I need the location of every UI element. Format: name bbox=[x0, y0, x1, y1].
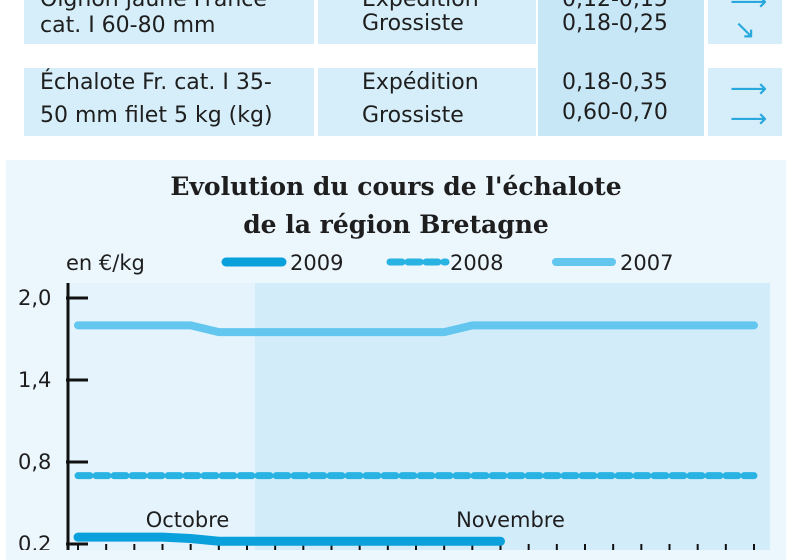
price-column-band bbox=[538, 0, 704, 136]
stage-label: Grossiste bbox=[362, 103, 464, 128]
month-label: Octobre bbox=[146, 508, 230, 532]
trend-right-icon: ⟶ bbox=[730, 104, 768, 134]
stage-label: Expédition bbox=[362, 0, 479, 12]
price-value: 0,60-0,70 bbox=[562, 100, 668, 125]
legend-label-2007: 2007 bbox=[620, 251, 673, 275]
chart-subtitle: de la région Bretagne bbox=[243, 210, 549, 239]
table-row bbox=[318, 68, 536, 136]
series-line-2009 bbox=[73, 532, 505, 546]
price-table: Oignon jaune France cat. I 60-80 mm Expé… bbox=[0, 0, 800, 150]
table-row bbox=[24, 68, 314, 136]
y-tick-label: 0,2 bbox=[18, 532, 51, 550]
table-row bbox=[708, 68, 782, 136]
price-value: 0,18-0,25 bbox=[562, 11, 668, 36]
legend-label-2008: 2008 bbox=[450, 251, 503, 275]
y-tick-label: 0,8 bbox=[18, 450, 51, 474]
series-line-2007 bbox=[74, 321, 758, 337]
month-label: Novembre bbox=[456, 508, 565, 532]
trend-right-icon: ⟶ bbox=[730, 0, 768, 17]
table-row bbox=[318, 0, 536, 44]
stage-label: Expédition bbox=[362, 70, 479, 95]
legend-label-2009: 2009 bbox=[290, 251, 343, 275]
price-value: 0,18-0,35 bbox=[562, 70, 668, 95]
product-name-line: 50 mm filet 5 kg (kg) bbox=[40, 103, 273, 128]
trend-right-icon: ⟶ bbox=[730, 74, 768, 104]
table-row bbox=[24, 0, 314, 44]
table-row bbox=[708, 0, 782, 44]
stage-label: Grossiste bbox=[362, 11, 464, 36]
product-name-line: Oignon jaune France bbox=[40, 0, 267, 12]
trend-down-right-icon: ↘ bbox=[734, 15, 756, 45]
price-value: 0,12-0,15 bbox=[562, 0, 668, 12]
product-name-line: cat. I 60-80 mm bbox=[40, 13, 216, 38]
y-tick-label: 2,0 bbox=[18, 286, 51, 310]
chart-title: Evolution du cours de l'échalote bbox=[170, 172, 622, 201]
y-tick-label: 1,4 bbox=[18, 368, 51, 392]
product-name-line: Échalote Fr. cat. I 35- bbox=[40, 70, 272, 95]
y-axis-unit-label: en €/kg bbox=[66, 251, 145, 275]
